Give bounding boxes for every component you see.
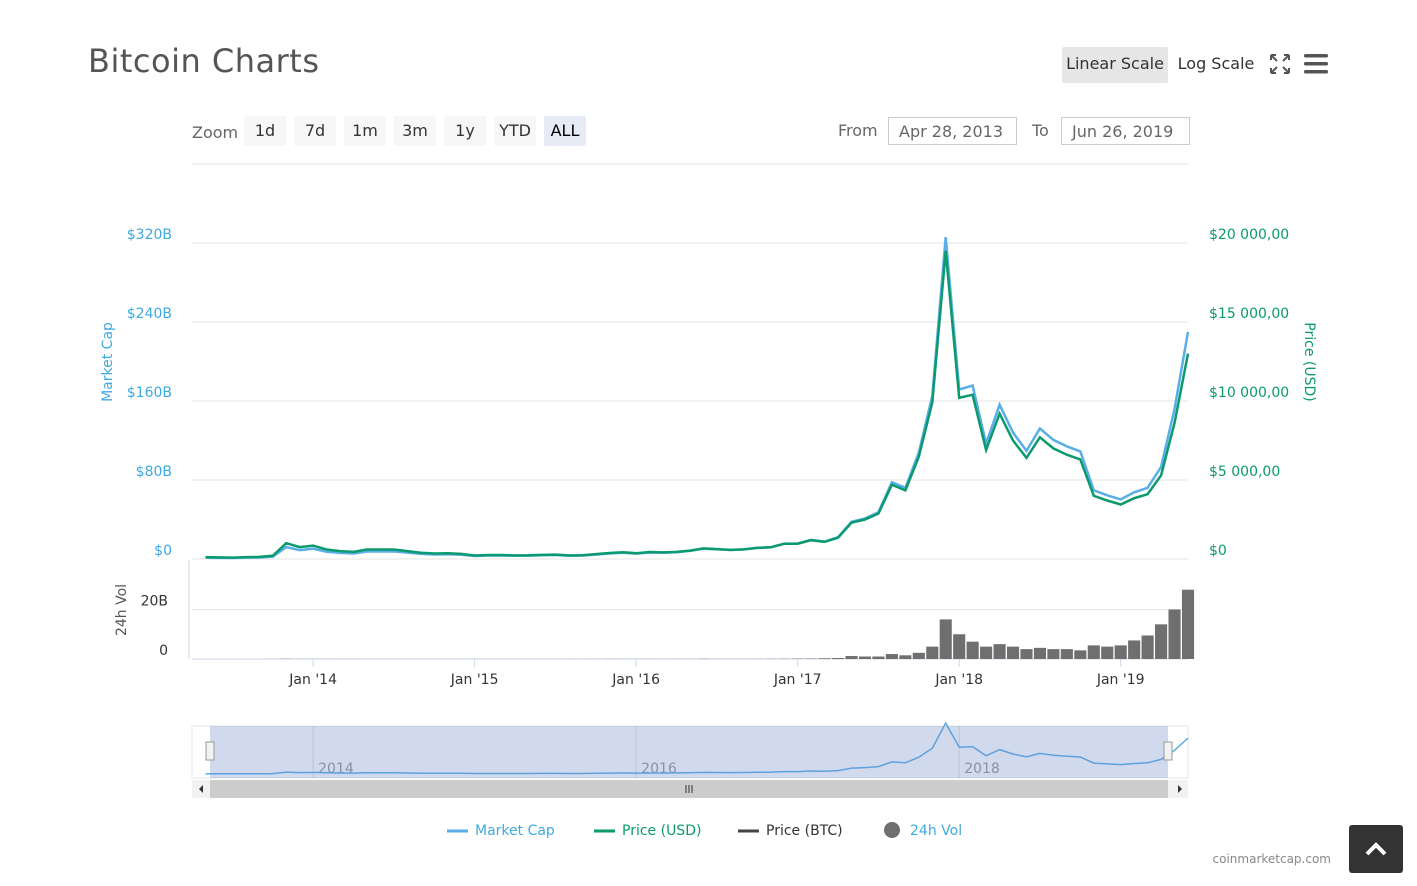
- scroll-arrow-right: [1178, 785, 1182, 793]
- zoom-button[interactable]: 3m: [394, 116, 436, 146]
- vol-bar: [858, 656, 872, 659]
- from-label: From: [838, 121, 878, 140]
- x-tick-label: Jan '18: [934, 672, 983, 688]
- vol-bar: [885, 654, 898, 659]
- navigator-handle[interactable]: [1163, 741, 1173, 761]
- to-input[interactable]: Jun 26, 2019: [1061, 117, 1190, 145]
- vol-bar: [872, 656, 885, 659]
- navigator-mask: [210, 726, 1168, 778]
- vol-bar: [980, 646, 993, 659]
- navigator-handle[interactable]: [205, 741, 215, 761]
- navigator-label: 2014: [318, 761, 354, 777]
- x-tick-label: Jan '19: [1096, 672, 1145, 688]
- navigator-label: 2016: [641, 761, 677, 777]
- y-axis-title: Market Cap: [100, 322, 116, 402]
- legend-label[interactable]: Price (USD): [622, 823, 701, 839]
- vol-bar: [1020, 649, 1033, 659]
- vol-bar: [1128, 640, 1141, 659]
- legend-label[interactable]: Price (BTC): [766, 823, 843, 839]
- scrollbar-track: [192, 780, 1188, 798]
- y2-tick-label: $15 000,00: [1209, 306, 1289, 322]
- menu-icon[interactable]: [1303, 52, 1329, 76]
- vol-bar: [899, 655, 912, 659]
- vol-bar: [953, 634, 966, 659]
- y-tick-label: $0: [154, 543, 172, 559]
- vol-bar: [966, 641, 979, 659]
- legend-swatch: [884, 822, 900, 838]
- y-tick-label: $80B: [136, 464, 172, 480]
- page-title: Bitcoin Charts: [88, 42, 320, 80]
- vol-tick-label: 0: [159, 643, 168, 659]
- vol-bar: [1141, 635, 1154, 659]
- navigator-label: 2018: [964, 761, 1000, 777]
- legend-label[interactable]: Market Cap: [475, 823, 555, 839]
- scrollbar-thumb: [210, 780, 1168, 798]
- vol-bar: [926, 646, 939, 659]
- vol-bar: [1033, 647, 1047, 659]
- y2-tick-label: $10 000,00: [1209, 385, 1289, 401]
- y2-tick-label: $0: [1209, 543, 1227, 559]
- vol-bar: [993, 644, 1006, 659]
- scroll-arrow-left: [199, 785, 203, 793]
- x-tick-label: Jan '16: [611, 672, 660, 688]
- vol-bar: [1074, 650, 1087, 659]
- legend-label[interactable]: 24h Vol: [910, 823, 962, 839]
- zoom-button[interactable]: 1d: [244, 116, 286, 146]
- vol-bar: [1168, 609, 1181, 659]
- vol-bar: [1087, 645, 1100, 659]
- vol-bar: [1101, 646, 1114, 659]
- scrollbar-grip: [685, 785, 693, 793]
- vol-bar: [1060, 649, 1073, 659]
- zoom-label: Zoom: [192, 123, 239, 142]
- y-tick-label: $320B: [127, 227, 172, 243]
- to-label: To: [1032, 121, 1049, 140]
- zoom-button[interactable]: 1m: [344, 116, 386, 146]
- y2-axis-title: Price (USD): [1301, 322, 1317, 401]
- vol-bar: [1006, 646, 1020, 659]
- vol-bar: [1047, 649, 1060, 659]
- y2-tick-label: $20 000,00: [1209, 227, 1289, 243]
- zoom-button[interactable]: 7d: [294, 116, 336, 146]
- vol-bar: [1114, 645, 1127, 659]
- y-tick-label: $240B: [127, 306, 172, 322]
- vol-bar: [1181, 589, 1195, 659]
- series-line: [205, 236, 1190, 560]
- y-tick-label: $160B: [127, 385, 172, 401]
- scale-button[interactable]: Log Scale: [1177, 54, 1255, 73]
- vol-bar: [1155, 624, 1168, 659]
- vol-bar: [939, 619, 952, 659]
- series-line: [205, 250, 1190, 559]
- vol-bar: [831, 658, 845, 659]
- vol-bar: [912, 652, 925, 659]
- zoom-button[interactable]: YTD: [494, 116, 536, 146]
- x-tick-label: Jan '15: [450, 672, 499, 688]
- from-input[interactable]: Apr 28, 2013: [888, 117, 1017, 145]
- credits: coinmarketcap.com: [1212, 852, 1331, 866]
- vol-bar: [845, 656, 858, 659]
- zoom-button[interactable]: ALL: [544, 116, 586, 146]
- y2-tick-label: $5 000,00: [1209, 464, 1280, 480]
- vol-tick-label: 20B: [141, 594, 168, 610]
- zoom-button[interactable]: 1y: [444, 116, 486, 146]
- x-tick-label: Jan '17: [773, 672, 822, 688]
- scroll-top-button[interactable]: [1349, 825, 1403, 873]
- scale-button[interactable]: Linear Scale: [1062, 47, 1168, 83]
- navigator-bg: [191, 725, 1189, 779]
- navigator-line: [205, 721, 1189, 775]
- vol-axis-title: 24h Vol: [114, 584, 130, 636]
- x-tick-label: Jan '14: [288, 672, 337, 688]
- fullscreen-icon[interactable]: [1268, 52, 1292, 76]
- vol-bar: [818, 658, 831, 659]
